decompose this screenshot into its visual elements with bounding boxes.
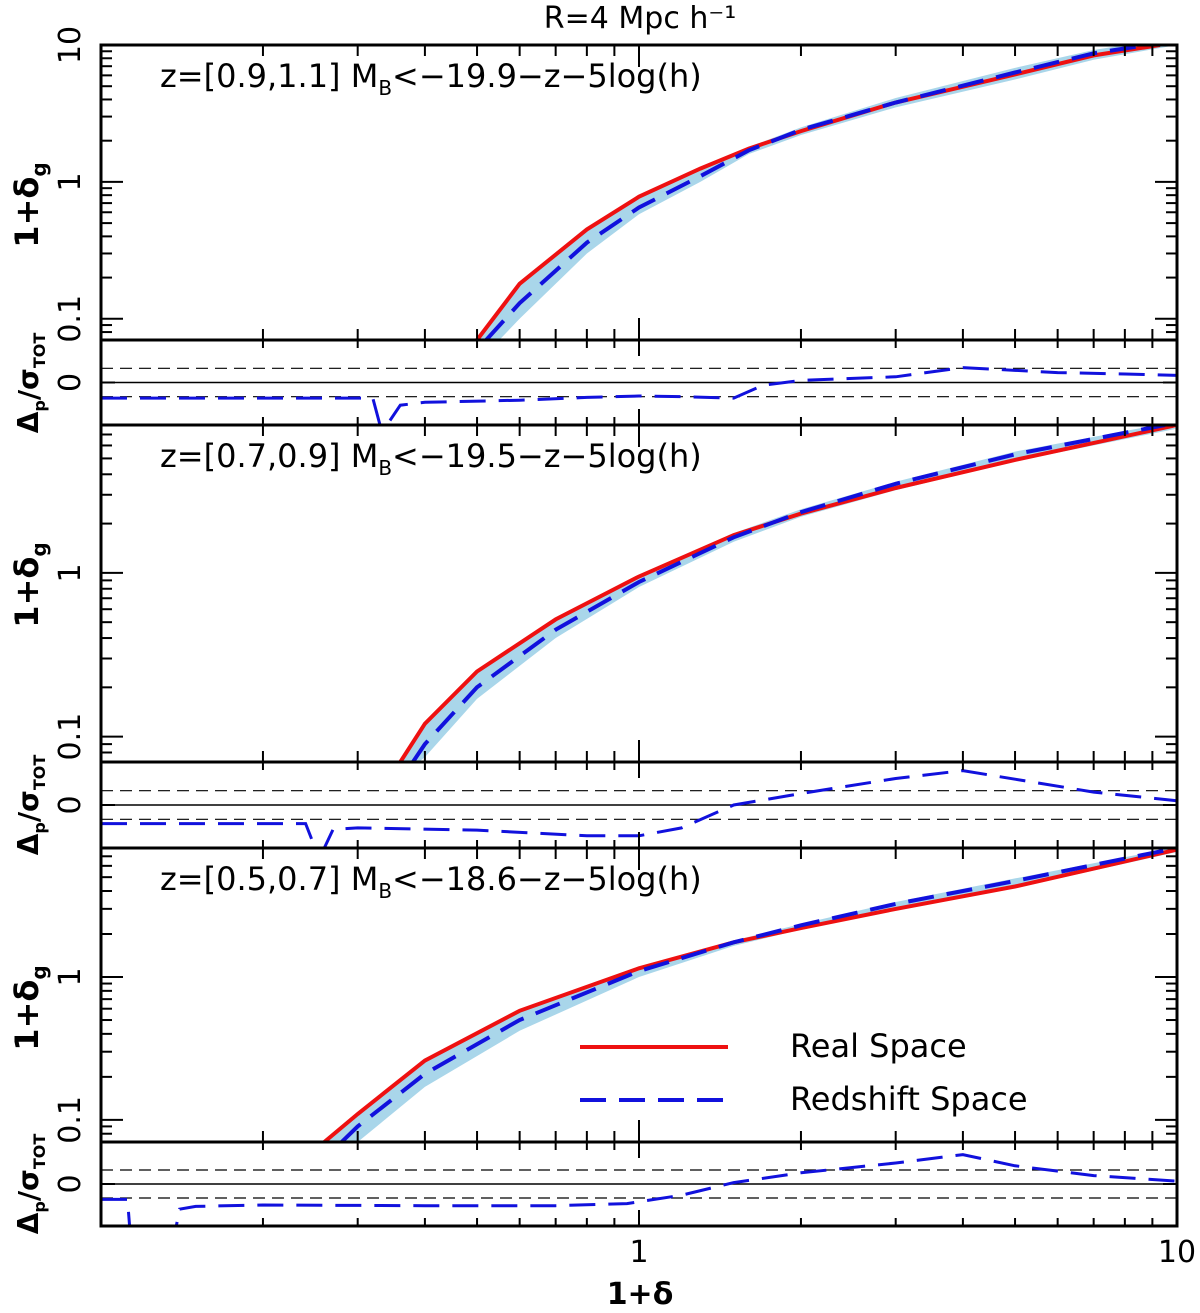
residual-label-sub: p xyxy=(30,1201,49,1212)
legend-redshift-label: Redshift Space xyxy=(790,1080,1028,1118)
panel-label: z=[0.9,1.1] MB<−19.9−z−5log(h) xyxy=(160,57,702,100)
y-axis-label-main: 1+δ xyxy=(8,177,46,248)
residual-label-delta: Δ xyxy=(12,411,45,433)
panel-2: 0.111+δgz=[0.7,0.9] MB<−19.5−z−5log(h) xyxy=(8,423,1179,764)
residual-plot-area xyxy=(101,1153,1177,1226)
panel-label-rest: <−18.6−z−5log(h) xyxy=(392,860,702,898)
residual-y-tick-label: 0 xyxy=(53,795,88,814)
redshift-space-line xyxy=(411,425,1166,762)
residual-y-tick-label: 0 xyxy=(53,1174,88,1193)
residual-panel-1: 0Δp/σTOT xyxy=(12,333,1179,434)
y-axis-label: 1+δg xyxy=(8,162,51,247)
x-tick-label: 1 xyxy=(629,1235,648,1270)
real-space-line xyxy=(398,425,1177,762)
plot-area xyxy=(398,425,1177,762)
y-tick-label: 1 xyxy=(53,563,88,582)
panel-1: 0.1 1 10 1+δg z=[0.9,1.1] MB<−19.9−z−5log(h) xyxy=(8,26,1179,343)
residual-plot-area xyxy=(101,366,1177,425)
residual-label-mid: /σ xyxy=(12,790,45,822)
y-axis-label-main: 1+δ xyxy=(8,557,46,628)
x-axis-label: 1+δ xyxy=(607,1277,674,1312)
panel-label-main: z=[0.7,0.9] M xyxy=(160,437,378,475)
x-tick-label: 10 xyxy=(1158,1235,1196,1270)
redshift-space-line xyxy=(484,45,1148,340)
panel-label-sub: B xyxy=(378,76,392,100)
panel-frame xyxy=(99,423,1179,764)
y-axis-label-main: 1+δ xyxy=(8,980,46,1051)
residual-label-sub2: TOT xyxy=(30,755,49,791)
y-axis-label: 1+δg xyxy=(8,542,51,627)
uncertainty-band xyxy=(400,425,1177,762)
y-axis-label: 1+δg xyxy=(8,965,51,1050)
redshift-space-line xyxy=(340,848,1177,1142)
residual-label-mid: /σ xyxy=(12,1169,45,1201)
y-tick-label: 0.1 xyxy=(53,713,88,761)
residual-y-axis-label: Δp/σTOT xyxy=(12,1134,49,1235)
residual-label-sub2: TOT xyxy=(30,333,49,369)
residual-redshift-line xyxy=(101,366,1177,425)
y-tick-label: 10 xyxy=(53,26,88,64)
residual-label-delta: Δ xyxy=(12,1212,45,1234)
panel-label-main: z=[0.9,1.1] M xyxy=(160,57,378,95)
residual-y-axis-label: Δp/σTOT xyxy=(12,755,49,856)
y-axis-label-sub: g xyxy=(27,965,51,979)
panel-label-rest: <−19.5−z−5log(h) xyxy=(392,437,702,475)
legend: Real Space Redshift Space xyxy=(580,1027,1028,1118)
residual-y-axis-label: Δp/σTOT xyxy=(12,333,49,434)
panel-label-main: z=[0.5,0.7] M xyxy=(160,860,378,898)
plot-area xyxy=(475,45,1177,340)
residual-panel-3: 0Δp/σTOT xyxy=(12,1134,1179,1235)
figure-title: R=4 Mpc h⁻¹ xyxy=(544,1,736,36)
y-tick-label: 1 xyxy=(53,967,88,986)
residual-y-tick-label: 0 xyxy=(53,373,88,392)
panel-3: 0.111+δgz=[0.5,0.7] MB<−18.6−z−5log(h) xyxy=(8,846,1179,1144)
residual-label-mid: /σ xyxy=(12,368,45,400)
panel-label: z=[0.5,0.7] MB<−18.6−z−5log(h) xyxy=(160,860,702,903)
legend-real-label: Real Space xyxy=(790,1027,967,1065)
residual-redshift-line xyxy=(101,1153,1177,1226)
panel-label: z=[0.7,0.9] MB<−19.5−z−5log(h) xyxy=(160,437,702,480)
y-tick-label: 0.1 xyxy=(53,295,88,343)
panel-label-rest: <−19.9−z−5log(h) xyxy=(392,57,702,95)
y-axis-label-sub: g xyxy=(27,162,51,176)
residual-label-delta: Δ xyxy=(12,833,45,855)
residual-label-sub: p xyxy=(30,400,49,411)
panel-label-sub: B xyxy=(378,879,392,903)
residual-panel-2: 0Δp/σTOT xyxy=(12,755,1179,856)
y-axis-label-sub: g xyxy=(27,542,51,556)
y-tick-label: 1 xyxy=(53,172,88,191)
residual-label-sub2: TOT xyxy=(30,1134,49,1170)
residual-label-sub: p xyxy=(30,822,49,833)
y-tick-label: 0.1 xyxy=(53,1096,88,1144)
plot-area xyxy=(323,848,1177,1142)
panel-label-sub: B xyxy=(378,456,392,480)
